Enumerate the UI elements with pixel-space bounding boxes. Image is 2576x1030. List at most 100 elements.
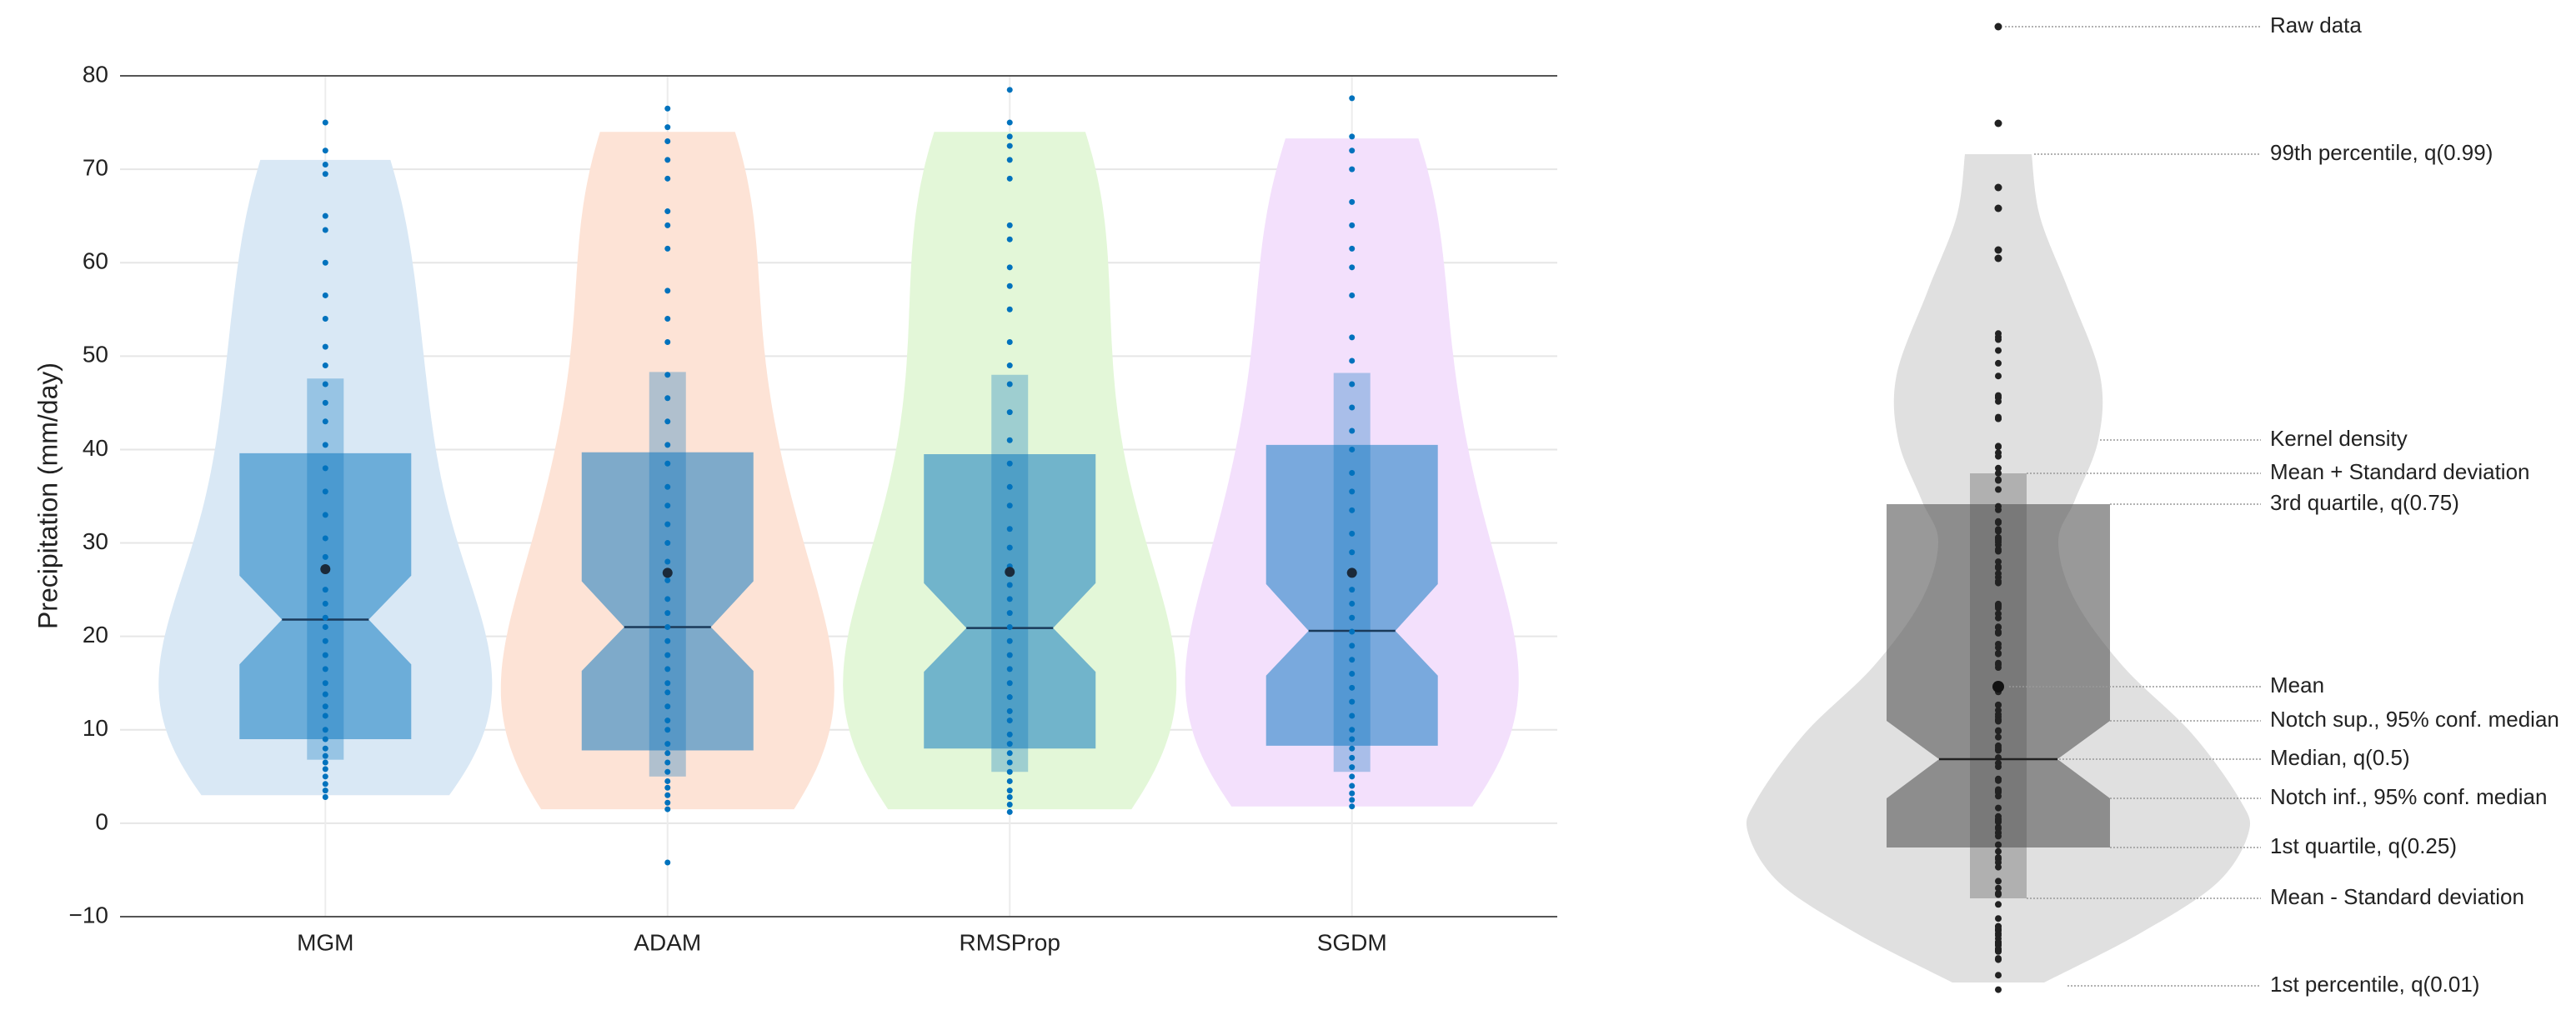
raw-point [664,718,671,724]
raw-point [1006,306,1013,312]
guide-point [1995,878,2002,885]
raw-point [1006,362,1013,369]
raw-point [1349,404,1356,411]
guide-point [1995,746,2002,753]
raw-point [1349,754,1356,761]
raw-point [664,339,671,346]
raw-point [322,781,328,788]
raw-point [664,138,671,144]
raw-point [1349,773,1356,780]
raw-point [1349,797,1356,803]
raw-point [1349,148,1356,154]
guide-point [1995,623,2002,631]
raw-point [664,792,671,798]
guide-point [1995,935,2002,942]
guide-point [1995,442,2002,450]
raw-point [322,343,328,350]
raw-point [1349,736,1356,742]
raw-point [664,610,671,617]
raw-point [322,680,328,687]
raw-point [664,208,671,215]
raw-point [664,768,671,775]
raw-point [1349,790,1356,797]
raw-point [1006,483,1013,490]
raw-point [1006,666,1013,672]
raw-point [1006,750,1013,757]
raw-point [664,442,671,448]
raw-point [1006,236,1013,242]
guide-point [1994,254,2002,262]
raw-point [1006,381,1013,388]
raw-point [322,600,328,607]
guide-point [1995,884,2002,892]
guide-point [1995,601,2002,608]
raw-point [1006,793,1013,800]
guide-point [1995,763,2002,770]
guide-point [1995,347,2002,354]
raw-point [664,395,671,402]
x-tick-label: MGM [297,929,353,955]
raw-point [1349,264,1356,271]
raw-point [1349,292,1356,298]
guide-point [1995,825,2002,832]
guide-point [1995,812,2002,820]
raw-point [664,652,671,658]
raw-point [322,793,328,800]
raw-point [1006,718,1013,724]
mean-marker [320,563,331,574]
raw-point [1349,684,1356,691]
guide-label: Mean + Standard deviation [2270,459,2530,484]
raw-point [1349,657,1356,663]
raw-point [1006,119,1013,126]
raw-point [1349,166,1356,172]
raw-point [1349,95,1356,102]
raw-point [664,157,671,163]
guide-point [1995,564,2002,572]
guide-point [1995,788,2002,796]
guide-point [1995,754,2002,762]
guide-point [1995,558,2002,566]
raw-point [1349,488,1356,495]
guide-point [1995,528,2002,535]
raw-point [322,691,328,698]
raw-point [322,162,328,168]
raw-point [1006,610,1013,617]
raw-point [322,614,328,621]
guide-point [1995,486,2002,493]
raw-point [322,623,328,630]
guide-point [1995,464,2002,472]
y-tick-label: 30 [83,528,108,554]
raw-point [1006,222,1013,228]
raw-point [1349,698,1356,705]
raw-point [1006,596,1013,602]
raw-point [1006,133,1013,140]
raw-point [664,483,671,490]
raw-point [1349,133,1356,140]
raw-point [1349,358,1356,364]
raw-point [1349,600,1356,607]
x-tick-label: ADAM [634,929,701,955]
raw-point [1006,157,1013,163]
raw-point [322,535,328,542]
guide-point [1995,832,2002,840]
guide-point [1995,336,2002,343]
guide-point [1994,22,2002,31]
raw-point [1006,526,1013,532]
guide-point [1995,863,2002,871]
raw-point [1006,638,1013,644]
raw-point [322,488,328,495]
raw-point [664,623,671,630]
raw-point [664,741,671,748]
guide-label: 1st percentile, q(0.01) [2270,972,2479,997]
guide-point [1995,891,2002,898]
guide-point [1995,641,2002,648]
raw-point [1349,334,1356,341]
raw-point [322,119,328,126]
raw-point [322,227,328,233]
raw-point [1006,731,1013,738]
guide-label: Notch sup., 95% conf. median [2270,707,2559,732]
guide-point [1995,727,2002,734]
y-tick-label: 40 [83,435,108,461]
raw-point [664,784,671,791]
y-tick-label: −10 [69,902,109,928]
